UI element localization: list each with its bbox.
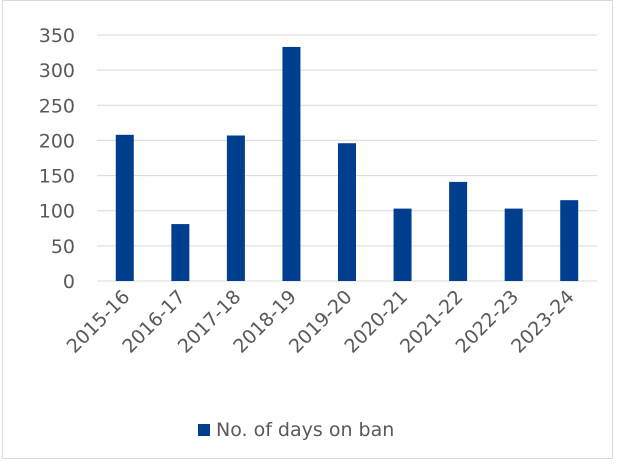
y-tick-label: 250 — [39, 95, 75, 117]
bar — [560, 200, 579, 281]
y-tick-label: 0 — [63, 271, 75, 293]
y-axis-ticks: 0 50 100 150 200 250 300 350 — [39, 25, 75, 293]
y-tick-label: 100 — [39, 201, 75, 223]
bar — [171, 224, 190, 281]
x-axis-ticks: 2015-162016-172017-182018-192019-202020-… — [63, 286, 579, 358]
y-tick-label: 200 — [39, 130, 75, 152]
bar — [338, 143, 356, 281]
bar — [504, 208, 523, 281]
bar — [226, 135, 245, 281]
bars — [115, 46, 579, 281]
y-tick-label: 50 — [51, 236, 75, 258]
y-tick-label: 300 — [39, 60, 75, 82]
bar — [282, 46, 301, 281]
legend-swatch — [198, 424, 210, 436]
legend-label: No. of days on ban — [216, 419, 395, 441]
bar — [393, 208, 412, 281]
bar — [115, 134, 134, 281]
legend: No. of days on ban — [198, 418, 394, 442]
y-tick-label: 150 — [39, 166, 75, 188]
y-tick-label: 350 — [39, 25, 75, 47]
bar — [449, 181, 468, 281]
